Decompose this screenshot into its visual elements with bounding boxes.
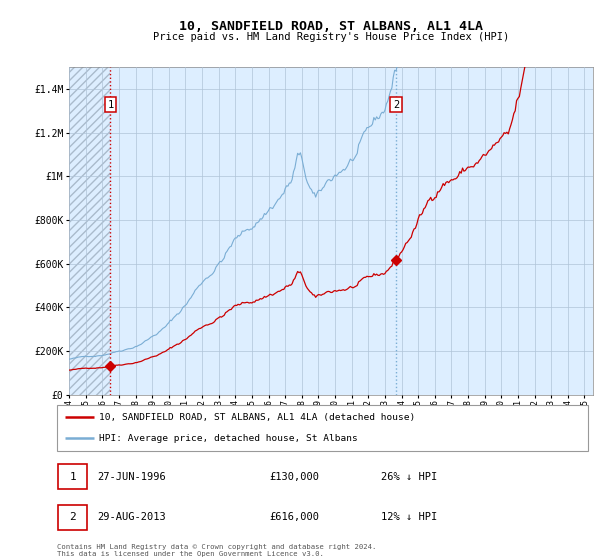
FancyBboxPatch shape xyxy=(57,405,588,451)
Bar xyxy=(69,67,110,395)
Text: 1: 1 xyxy=(69,472,76,482)
FancyBboxPatch shape xyxy=(58,505,87,530)
Text: 12% ↓ HPI: 12% ↓ HPI xyxy=(381,512,437,522)
Text: 29-AUG-2013: 29-AUG-2013 xyxy=(97,512,166,522)
Text: Contains HM Land Registry data © Crown copyright and database right 2024.
This d: Contains HM Land Registry data © Crown c… xyxy=(57,544,376,557)
Text: 2: 2 xyxy=(393,100,399,110)
Text: 10, SANDFIELD ROAD, ST ALBANS, AL1 4LA (detached house): 10, SANDFIELD ROAD, ST ALBANS, AL1 4LA (… xyxy=(100,413,416,422)
Text: 10, SANDFIELD ROAD, ST ALBANS, AL1 4LA: 10, SANDFIELD ROAD, ST ALBANS, AL1 4LA xyxy=(179,20,483,32)
Text: 27-JUN-1996: 27-JUN-1996 xyxy=(97,472,166,482)
Text: £616,000: £616,000 xyxy=(269,512,319,522)
Text: 2: 2 xyxy=(69,512,76,522)
Text: HPI: Average price, detached house, St Albans: HPI: Average price, detached house, St A… xyxy=(100,434,358,443)
Text: Price paid vs. HM Land Registry's House Price Index (HPI): Price paid vs. HM Land Registry's House … xyxy=(153,32,509,42)
Text: 26% ↓ HPI: 26% ↓ HPI xyxy=(381,472,437,482)
Text: 1: 1 xyxy=(107,100,113,110)
Text: £130,000: £130,000 xyxy=(269,472,319,482)
FancyBboxPatch shape xyxy=(58,464,87,489)
